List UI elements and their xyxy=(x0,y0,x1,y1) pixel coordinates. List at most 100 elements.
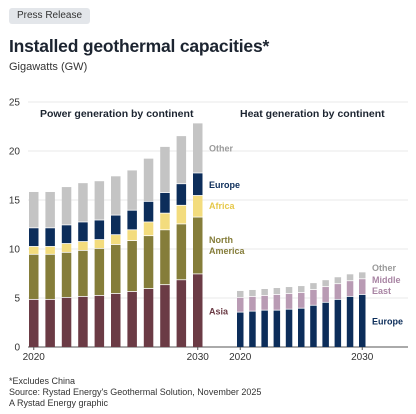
power-bar-asia xyxy=(61,297,72,347)
power-bar-asia xyxy=(111,293,121,347)
power-bar-africa xyxy=(29,246,39,254)
power-bar-asia xyxy=(176,280,187,347)
power-bar-north-america xyxy=(29,254,39,299)
heat-x-tick-label: 2030 xyxy=(351,352,374,363)
heat-bar-europe xyxy=(334,299,342,347)
power-bar-africa xyxy=(61,243,72,252)
heat-bar-middle-east xyxy=(298,292,305,308)
legend-heat-middle-east: Middle East xyxy=(372,275,401,296)
heat-bar-europe xyxy=(249,311,256,347)
legend-asia: Asia xyxy=(209,306,229,316)
power-bar-asia xyxy=(45,299,55,347)
power-bar-europe xyxy=(193,173,203,196)
heat-bar-europe xyxy=(359,294,366,347)
power-bar-africa xyxy=(176,205,187,224)
heat-bar-other xyxy=(273,288,281,295)
heat-bar-other xyxy=(249,289,256,297)
footnote-excludes: *Excludes China xyxy=(9,376,76,386)
heat-bar-middle-east xyxy=(273,294,281,310)
power-bar-africa xyxy=(94,240,105,249)
y-tick-label: 25 xyxy=(9,98,21,109)
heat-bar-other xyxy=(334,277,342,284)
legend-other: Other xyxy=(209,144,234,154)
y-tick-label: 15 xyxy=(9,196,21,207)
power-bar-asia xyxy=(78,296,88,347)
power-bar-other xyxy=(61,187,72,225)
heat-bar-middle-east xyxy=(322,287,329,302)
legend-north-america: North America xyxy=(209,235,246,256)
heat-bar-other xyxy=(237,290,244,298)
power-bar-europe xyxy=(29,228,39,247)
chart-title: Installed geothermal capacities* xyxy=(9,36,270,56)
heat-bar-other xyxy=(359,272,366,279)
power-bar-asia xyxy=(127,291,137,347)
power-bar-europe xyxy=(111,215,121,235)
power-bar-europe xyxy=(94,220,105,240)
heat-bar-other xyxy=(298,286,305,293)
heat-bar-europe xyxy=(261,310,268,347)
heat-bar-middle-east xyxy=(346,281,354,297)
heat-bar-middle-east xyxy=(249,296,256,311)
power-bar-north-america xyxy=(78,250,88,297)
heat-bar-europe xyxy=(346,296,354,347)
power-bar-other xyxy=(160,146,170,193)
heat-bar-other xyxy=(285,287,293,294)
power-bar-north-america xyxy=(61,252,72,298)
power-bar-asia xyxy=(143,289,154,347)
power-bar-north-america xyxy=(176,224,187,280)
heat-bar-other xyxy=(310,283,317,290)
power-bar-africa xyxy=(78,241,88,250)
legend-africa: Africa xyxy=(209,201,236,211)
heat-bar-other xyxy=(322,280,329,287)
legend-heat-europe: Europe xyxy=(372,317,403,327)
y-tick-label: 5 xyxy=(14,294,20,305)
power-bar-north-america xyxy=(45,254,55,299)
power-bar-other xyxy=(45,191,55,228)
power-bar-asia xyxy=(29,299,39,347)
press-release-badge: Press Release xyxy=(9,8,91,24)
footnote-credit: A Rystad Energy graphic xyxy=(9,398,109,408)
power-bar-africa xyxy=(45,246,55,254)
heat-bar-europe xyxy=(237,312,244,347)
power-panel-title: Power generation by continent xyxy=(40,108,194,120)
heat-panel-title: Heat generation by continent xyxy=(240,108,385,120)
power-bar-north-america xyxy=(143,236,154,289)
y-tick-label: 10 xyxy=(9,245,21,256)
power-bar-europe xyxy=(127,210,137,230)
legend-heat-other: Other xyxy=(372,263,397,273)
y-tick-label: 20 xyxy=(9,147,21,158)
heat-bar-middle-east xyxy=(261,295,268,310)
heat-bar-middle-east xyxy=(285,293,293,309)
power-bar-europe xyxy=(160,192,170,213)
legend-europe: Europe xyxy=(209,180,240,190)
heat-bar-middle-east xyxy=(334,284,342,299)
heat-bar-other xyxy=(261,289,268,296)
heat-bar-middle-east xyxy=(237,297,244,312)
power-bar-europe xyxy=(45,228,55,247)
power-bar-asia xyxy=(160,285,170,347)
heat-x-tick-label: 2020 xyxy=(229,352,252,363)
power-bar-other xyxy=(29,191,39,228)
power-bar-north-america xyxy=(160,230,170,285)
power-bar-africa xyxy=(111,235,121,245)
power-bar-north-america xyxy=(94,248,105,296)
power-bar-africa xyxy=(160,213,170,230)
power-bar-other xyxy=(193,123,203,173)
power-bar-europe xyxy=(143,201,154,222)
footnote-source: Source: Rystad Energy's Geothermal Solut… xyxy=(9,387,262,397)
power-x-tick-label: 2030 xyxy=(187,352,210,363)
heat-bar-other xyxy=(346,274,354,281)
power-bar-other xyxy=(94,181,105,220)
power-bar-other xyxy=(111,176,121,215)
power-bar-africa xyxy=(143,222,154,236)
power-bar-europe xyxy=(78,222,88,242)
heat-bar-europe xyxy=(298,308,305,347)
power-bar-other xyxy=(127,170,137,210)
power-bar-europe xyxy=(61,225,72,244)
heat-bar-europe xyxy=(273,310,281,347)
heat-bar-europe xyxy=(310,305,317,347)
y-tick-label: 0 xyxy=(14,343,20,354)
power-bar-other xyxy=(143,158,154,201)
heat-bar-middle-east xyxy=(359,279,366,295)
